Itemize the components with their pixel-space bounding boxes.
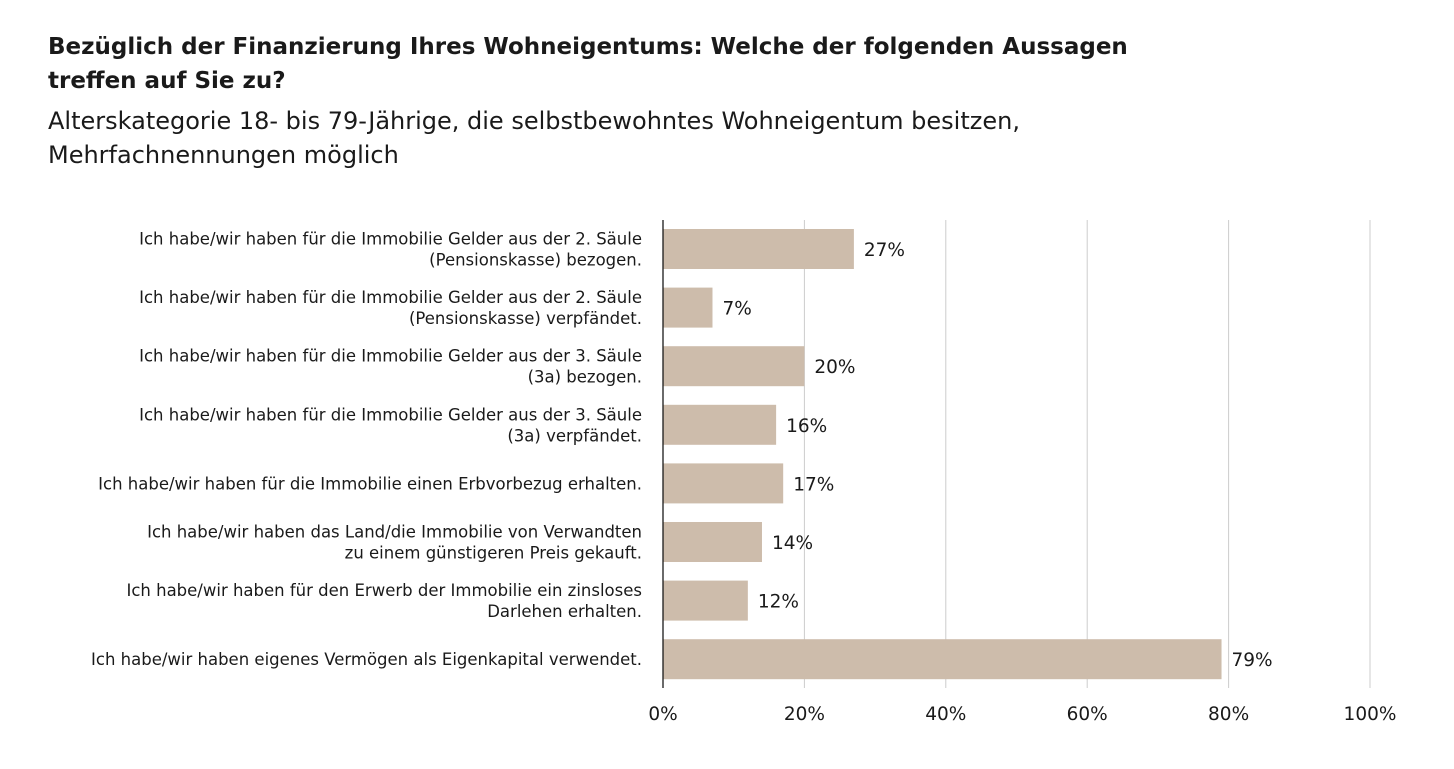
category-label: Ich habe/wir haben für die Immobilie Gel… — [139, 347, 642, 366]
bars — [663, 229, 1222, 680]
category-label: zu einem günstigeren Preis gekauft. — [345, 544, 642, 563]
bar — [663, 229, 854, 269]
x-axis-ticks: 0% 20% 40% 60% 80% 100% — [648, 704, 1396, 725]
data-label: 7% — [722, 299, 751, 320]
data-label: 79% — [1232, 650, 1273, 671]
bar — [663, 346, 805, 387]
x-tick-label: 0% — [648, 704, 677, 725]
data-label: 14% — [772, 533, 813, 554]
bar — [663, 639, 1222, 680]
data-label: 20% — [814, 357, 855, 378]
bar — [663, 522, 762, 562]
x-tick-label: 20% — [784, 704, 825, 725]
data-label: 12% — [758, 592, 799, 613]
category-labels: Ich habe/wir haben für die Immobilie Gel… — [91, 230, 642, 670]
x-tick-label: 40% — [925, 704, 966, 725]
bar — [663, 580, 748, 621]
data-label: 17% — [793, 474, 834, 495]
x-tick-label: 60% — [1067, 704, 1108, 725]
category-label: Ich habe/wir haben eigenes Vermögen als … — [91, 650, 642, 669]
category-label: (Pensionskasse) bezogen. — [429, 251, 642, 270]
category-label: Ich habe/wir haben das Land/die Immobili… — [147, 523, 642, 542]
grid-lines — [803, 220, 1371, 688]
data-label: 27% — [864, 240, 905, 261]
bar — [663, 287, 713, 328]
data-label: 16% — [786, 416, 827, 437]
bar — [663, 404, 777, 445]
chart-title: Bezüglich der Finanzierung Ihres Wohneig… — [48, 34, 1128, 94]
category-label: Ich habe/wir haben für die Immobilie Gel… — [139, 230, 642, 249]
bar — [663, 463, 784, 504]
chart-subtitle: Alterskategorie 18- bis 79-Jährige, die … — [48, 107, 1020, 169]
value-labels: 27% 7% 20% 16% 17% 14% 12% 79% — [722, 240, 1272, 671]
category-label: Ich habe/wir haben für die Immobilie Gel… — [139, 405, 642, 424]
category-label: (3a) verpfändet. — [507, 426, 642, 445]
category-label: (3a) bezogen. — [528, 368, 642, 387]
x-tick-label: 100% — [1344, 704, 1397, 725]
category-label: Darlehen erhalten. — [487, 602, 642, 621]
x-tick-label: 80% — [1208, 704, 1249, 725]
category-label: (Pensionskasse) verpfändet. — [409, 309, 642, 328]
category-label: Ich habe/wir haben für die Immobilie Gel… — [139, 288, 642, 307]
category-label: Ich habe/wir haben für den Erwerb der Im… — [126, 581, 642, 600]
category-label: Ich habe/wir haben für die Immobilie ein… — [98, 474, 642, 493]
